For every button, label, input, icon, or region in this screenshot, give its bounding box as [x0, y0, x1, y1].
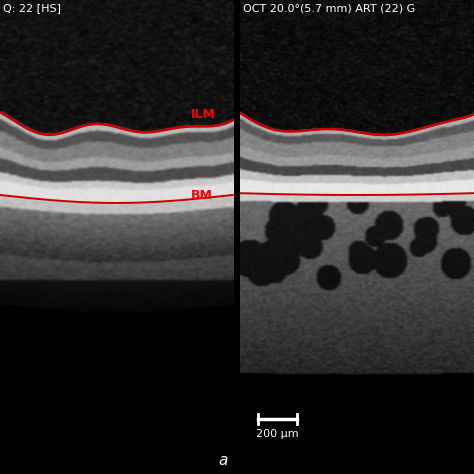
Text: OCT 20.0°(5.7 mm) ART (22) G: OCT 20.0°(5.7 mm) ART (22) G — [243, 3, 416, 13]
Text: a: a — [219, 453, 228, 468]
Text: Q: 22 [HS]: Q: 22 [HS] — [3, 3, 61, 13]
Text: ILM: ILM — [191, 108, 215, 121]
Text: 200 μm: 200 μm — [256, 429, 299, 439]
Text: BM: BM — [191, 189, 212, 201]
